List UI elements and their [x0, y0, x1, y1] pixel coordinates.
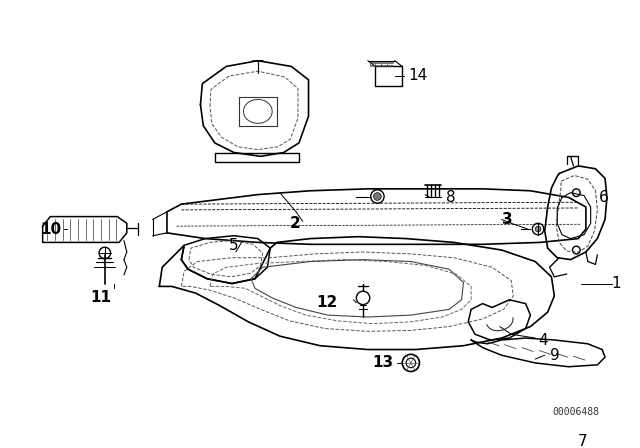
Text: 10: 10 — [41, 221, 62, 237]
Text: 5: 5 — [229, 238, 239, 253]
Text: 12: 12 — [316, 295, 337, 310]
Circle shape — [374, 193, 381, 200]
Text: 9: 9 — [550, 348, 559, 363]
Text: 14: 14 — [408, 69, 428, 83]
Text: 3: 3 — [502, 212, 513, 227]
Text: 13: 13 — [372, 355, 394, 370]
Text: 6: 6 — [599, 190, 609, 205]
Circle shape — [535, 226, 541, 232]
Text: 2: 2 — [290, 216, 301, 231]
Text: 1: 1 — [612, 276, 621, 291]
Text: 00006488: 00006488 — [552, 407, 599, 418]
Text: 11: 11 — [90, 290, 111, 306]
Text: 7: 7 — [578, 434, 588, 448]
Text: 4: 4 — [538, 333, 548, 349]
Text: 8: 8 — [446, 190, 456, 205]
